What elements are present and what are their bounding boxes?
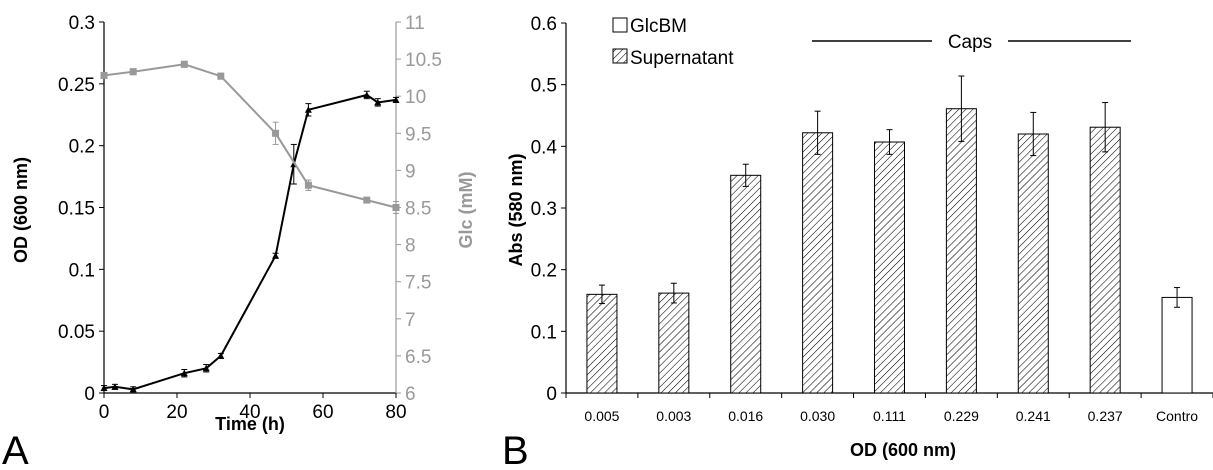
caps-bracket-label: Caps xyxy=(948,32,992,53)
panel-b-y-tick-label: 0.5 xyxy=(531,76,557,97)
panel-a-glucose-point xyxy=(180,60,188,68)
legend: GlcBM Supernatant xyxy=(612,16,734,69)
panel-b-bar xyxy=(802,132,834,394)
panel-a-od-point xyxy=(374,98,382,106)
panel-a-x-tick-label: 40 xyxy=(239,402,260,423)
panel-a-od-point xyxy=(100,384,108,392)
panel-a-glucose-point xyxy=(100,71,108,79)
panel-a-glucose-point xyxy=(392,204,400,211)
panel-a-marks: 0 0.05 0.1 0.15 0.2 0.25 0.3 6 6.5 7 7.5 8 8.5 9 9.5 10… xyxy=(58,13,442,423)
panel-b-y-tick-label: 0.1 xyxy=(531,322,557,343)
panel-a-y2-tick-label: 10 xyxy=(405,87,426,108)
panel-a-x-axis-title: Time (h) xyxy=(215,414,285,434)
panel-a-y-tick-label: 0.2 xyxy=(69,137,95,158)
panel-b-bar xyxy=(874,141,905,394)
panel-a-x-tick-label: 0 xyxy=(99,402,110,423)
panel-a-y2-tick-label: 6.5 xyxy=(405,347,431,368)
panel-a-glucose-point xyxy=(217,72,225,80)
panel-b-x-tick-label: 0.237 xyxy=(1088,408,1123,424)
panel-a-od-point xyxy=(111,383,119,390)
panel-a-x-tick-label: 80 xyxy=(385,402,406,423)
panel-a-od-point xyxy=(180,369,188,377)
panel-b-bar xyxy=(658,292,690,394)
panel-b-bar xyxy=(1017,133,1049,394)
panel-a-glucose-point xyxy=(304,181,312,189)
panel-b-x-tick-label: 0.229 xyxy=(944,408,979,424)
panel-a-y2-tick-label: 8 xyxy=(405,236,416,257)
panel-a-y2-axis-title: Glc (mM) xyxy=(456,171,476,248)
panel-a-y-tick-label: 0.3 xyxy=(69,13,95,34)
panel-a-od-point xyxy=(363,91,371,98)
panel-a-od-point xyxy=(272,252,280,259)
panel-label-a: A xyxy=(2,429,29,470)
panel-a-y-tick-label: 0.1 xyxy=(69,260,95,281)
legend-swatch-supernatant xyxy=(612,48,628,64)
panel-a-y2-tick-label: 6 xyxy=(405,384,416,405)
panel-a-y2-tick-label: 7.5 xyxy=(405,273,431,294)
panel-b-x-tick-label: 0.003 xyxy=(656,408,691,424)
panel-a-x-tick-label: 20 xyxy=(166,402,187,423)
panel-b-x-tick-label: 0.241 xyxy=(1016,408,1051,424)
panel-b-y-axis-title: Abs (580 nm) xyxy=(506,153,526,266)
panel-a-y2-tick-label: 9.5 xyxy=(405,124,431,145)
panel-a-od-point xyxy=(202,364,210,372)
panel-a-od-point xyxy=(304,106,312,113)
panel-b-y-tick-label: 0 xyxy=(546,384,557,405)
panel-b-x-tick-label: 0.005 xyxy=(584,408,619,424)
legend-label-supernatant: Supernatant xyxy=(630,48,734,69)
panel-a-x-tick-label: 60 xyxy=(312,402,333,423)
panel-a-y2-tick-label: 8.5 xyxy=(405,199,431,220)
panel-a-y-tick-label: 0.05 xyxy=(58,322,95,343)
panel-a-chart: 0 0.05 0.1 0.15 0.2 0.25 0.3 6 6.5 7 7.5 8 8.5 9 9.5 10… xyxy=(2,13,476,470)
panel-b-y-tick-label: 0.2 xyxy=(531,261,557,282)
panel-b-y-tick-label: 0.4 xyxy=(531,137,558,158)
panel-b-marks: 0 0.1 0.2 0.3 0.4 0.5 0.6 0.005 0.003 0.016 0.030 0… xyxy=(531,14,1213,424)
panel-a-od-point xyxy=(129,385,137,393)
panel-b-x-axis-title: OD (600 nm) xyxy=(850,440,956,460)
panel-b-chart: 0 0.1 0.2 0.3 0.4 0.5 0.6 0.005 0.003 0.016 0.030 0… xyxy=(502,14,1213,470)
panel-b-y-tick-label: 0.6 xyxy=(531,14,557,35)
panel-a-glucose-point xyxy=(129,68,137,76)
panel-a-y-axis-title: OD (600 nm) xyxy=(11,157,31,263)
panel-a-y2-tick-label: 7 xyxy=(405,310,416,331)
panel-b-x-tick-label: 0.016 xyxy=(728,408,763,424)
caps-bracket: Caps xyxy=(812,32,1131,53)
panel-a-y-tick-label: 0 xyxy=(84,384,95,405)
legend-label-glcbm: GlcBM xyxy=(630,16,687,37)
panel-label-b: B xyxy=(502,429,529,470)
panel-a-y2-tick-label: 9 xyxy=(405,161,416,182)
panel-b-x-tick-label: 0.030 xyxy=(800,408,835,424)
panel-a-glucose-point xyxy=(272,129,280,137)
panel-b-x-tick-label: 0.111 xyxy=(873,408,906,424)
panel-a-glucose-point xyxy=(363,196,371,204)
panel-a-y2-tick-label: 11 xyxy=(405,13,425,34)
panel-b-bar xyxy=(730,174,762,394)
panel-b-x-tick-label: Contro xyxy=(1156,408,1198,424)
panel-b-bar xyxy=(1089,126,1121,394)
panel-b-y-tick-label: 0.3 xyxy=(531,199,557,220)
panel-a-y2-tick-label: 10.5 xyxy=(405,50,442,71)
panel-a-od-point xyxy=(217,352,225,359)
panel-a-y-tick-label: 0.15 xyxy=(58,199,95,220)
panel-a-od-line xyxy=(103,93,397,391)
panel-b-bar xyxy=(1161,296,1193,394)
legend-swatch-glcbm xyxy=(612,17,628,33)
panel-a-y-tick-label: 0.25 xyxy=(58,75,95,96)
panel-a-od-point xyxy=(392,96,400,103)
panel-b-bar xyxy=(945,108,977,394)
panel-a-glucose-line xyxy=(103,63,397,209)
panel-b-bar xyxy=(586,293,618,394)
